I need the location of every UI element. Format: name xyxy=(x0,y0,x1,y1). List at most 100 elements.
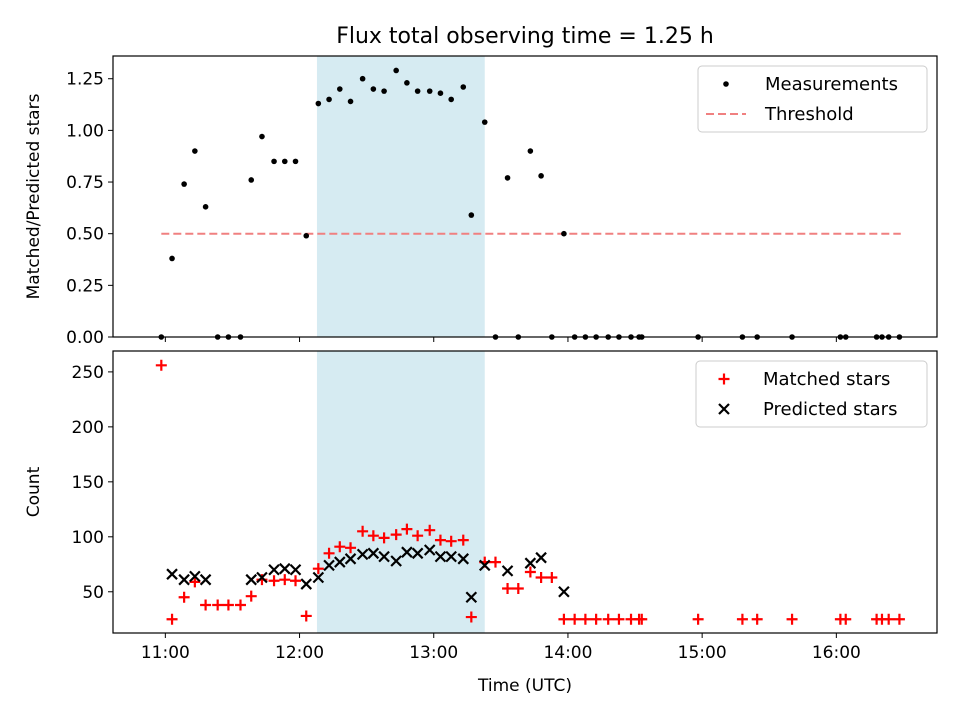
measurement-point xyxy=(315,100,322,107)
measurement-point xyxy=(504,175,511,181)
legend-marker-predicted xyxy=(718,403,730,415)
measurement-point xyxy=(460,84,467,90)
matched-star-point xyxy=(636,613,648,625)
matched-star-point xyxy=(546,571,558,583)
predicted-star-point xyxy=(535,551,547,564)
matched-star-point xyxy=(256,574,268,586)
legend-box xyxy=(695,360,928,428)
predicted-star-point xyxy=(478,559,491,572)
legend-label: Threshold xyxy=(764,104,854,125)
predicted-star-point xyxy=(501,565,514,577)
axes-frame xyxy=(112,350,938,634)
matched-star-point xyxy=(166,613,178,625)
axes-frame xyxy=(112,55,938,338)
predicted-star-point xyxy=(300,578,313,590)
predicted-star-point xyxy=(344,553,357,565)
highlight-span xyxy=(316,56,485,337)
measurement-point xyxy=(169,255,175,262)
measurement-point xyxy=(347,98,354,105)
measurement-point xyxy=(481,119,488,125)
predicted-star-point xyxy=(457,553,470,565)
predicted-star-point xyxy=(465,591,478,604)
matched-star-point xyxy=(178,591,190,603)
x-tick-label: 12:00 xyxy=(275,643,324,663)
measurement-point xyxy=(192,148,198,154)
matched-star-point xyxy=(613,613,625,625)
measurement-point xyxy=(248,177,255,183)
predicted-star-point xyxy=(199,573,212,586)
matched-star-point xyxy=(200,599,212,611)
matched-star-point xyxy=(893,613,905,625)
matched-star-point xyxy=(502,582,514,594)
matched-star-point xyxy=(512,582,524,594)
predicted-star-point xyxy=(178,573,190,586)
predicted-star-point xyxy=(401,546,413,558)
predicted-star-point xyxy=(378,550,390,563)
x-axis-label: Time (UTC) xyxy=(477,676,572,696)
y-tick-label: 0.75 xyxy=(66,173,104,193)
measurement-point xyxy=(404,80,410,86)
y-tick-label: 250 xyxy=(72,363,104,383)
chart-title: Flux total observing time = 1.25 h xyxy=(336,24,714,49)
matched-star-point xyxy=(465,611,477,623)
y-tick-label: 150 xyxy=(72,473,104,493)
predicted-star-point xyxy=(558,585,570,598)
matched-star-point xyxy=(290,575,302,587)
matched-star-point xyxy=(300,610,312,622)
measurement-point xyxy=(437,90,444,96)
predicted-star-point xyxy=(245,573,258,586)
matched-star-point xyxy=(390,529,402,541)
matched-star-point xyxy=(434,534,446,546)
predicted-star-point xyxy=(356,548,369,561)
measurement-point xyxy=(202,204,209,210)
matched-star-point xyxy=(357,525,369,537)
matched-star-point xyxy=(323,547,335,559)
y-tick-label: 50 xyxy=(82,583,104,603)
matched-star-point xyxy=(786,613,798,625)
x-tick-label: 13:00 xyxy=(409,643,458,663)
matched-star-point xyxy=(212,599,224,611)
y-tick-label: 100 xyxy=(72,528,104,548)
measurement-point xyxy=(259,133,265,140)
matched-star-point xyxy=(579,613,591,625)
predicted-star-point xyxy=(524,557,537,569)
matched-star-point xyxy=(401,523,413,535)
matched-star-point xyxy=(189,576,201,588)
measurement-point xyxy=(393,67,399,74)
measurement-point xyxy=(271,158,277,165)
measurement-point xyxy=(359,75,366,82)
y-axis-label: Matched/Predicted stars xyxy=(24,93,44,299)
measurement-point xyxy=(370,86,377,92)
matched-star-point xyxy=(445,535,457,547)
y-tick-label: 0.00 xyxy=(66,328,104,348)
measurement-point xyxy=(538,173,544,179)
matched-star-point xyxy=(558,613,570,625)
y-tick-label: 200 xyxy=(72,418,104,438)
predicted-star-point xyxy=(390,555,402,567)
predicted-star-point xyxy=(279,562,291,575)
measurement-point xyxy=(426,88,433,94)
measurement-point xyxy=(561,230,567,237)
measurement-point xyxy=(281,158,288,165)
matched-star-point xyxy=(751,613,763,625)
matched-star-point xyxy=(345,542,357,554)
measurement-point xyxy=(337,86,343,92)
x-tick-label: 15:00 xyxy=(678,643,727,663)
legend-label: Measurements xyxy=(765,74,898,95)
matched-star-point xyxy=(222,599,234,611)
y-tick-label: 1.25 xyxy=(66,70,104,90)
matched-star-point xyxy=(334,541,346,553)
matched-star-point xyxy=(535,571,547,583)
matched-star-point xyxy=(424,524,436,536)
matched-star-point xyxy=(245,590,257,602)
x-tick-label: 14:00 xyxy=(543,643,592,663)
predicted-star-point xyxy=(268,564,280,576)
measurement-point xyxy=(181,181,187,187)
matched-star-point xyxy=(590,613,602,625)
measurement-point xyxy=(292,158,299,165)
predicted-star-point xyxy=(189,570,201,583)
measurement-point xyxy=(414,88,421,94)
predicted-star-point xyxy=(166,568,178,580)
x-tick-label: 11:00 xyxy=(141,643,190,663)
measurement-point xyxy=(527,148,534,154)
